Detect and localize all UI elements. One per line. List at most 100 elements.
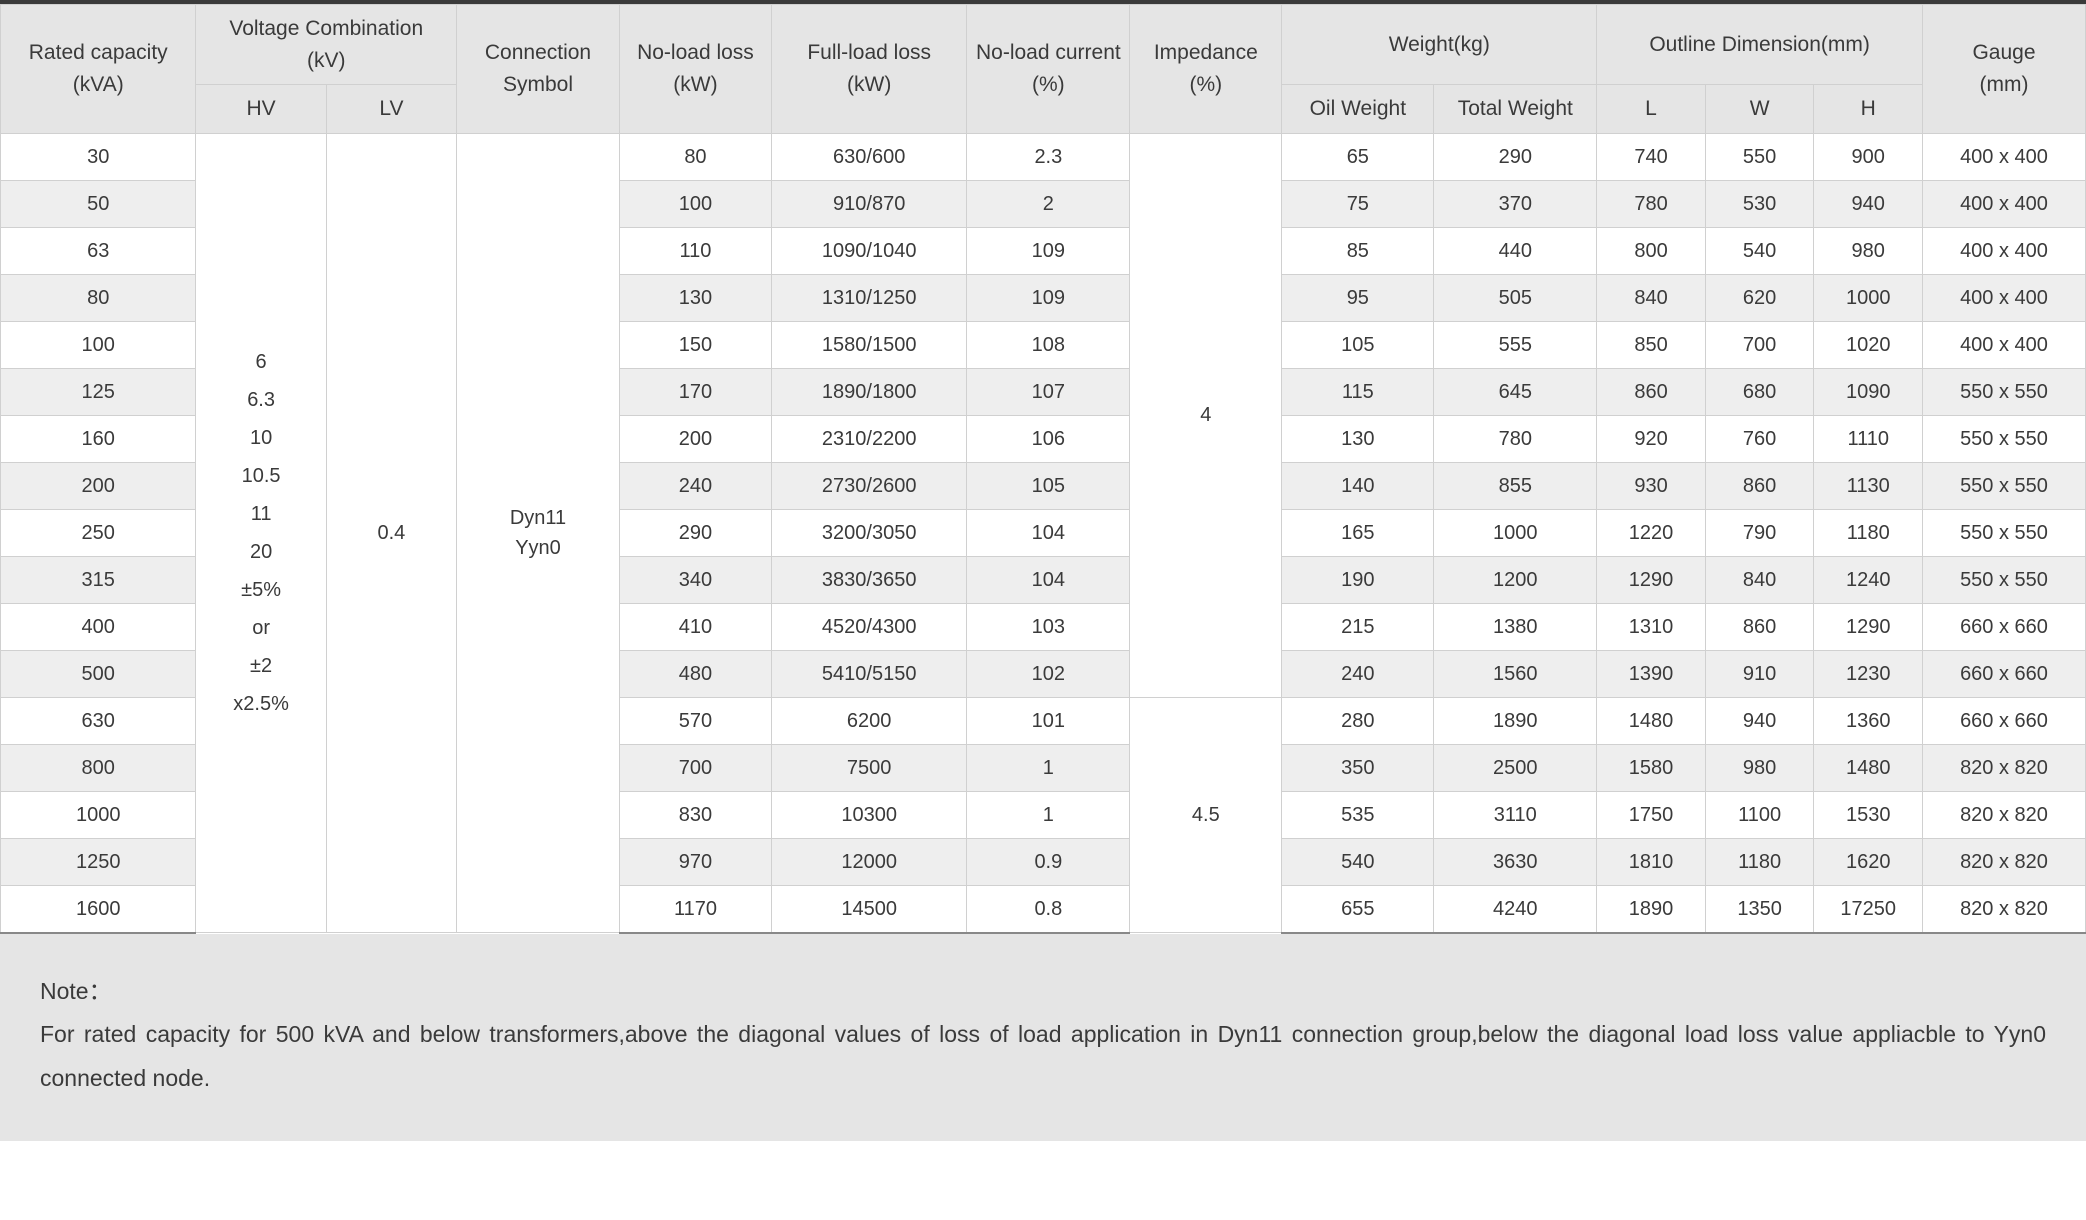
table-cell: 1110 [1814, 415, 1923, 462]
table-cell: 130 [1282, 415, 1434, 462]
table-cell: 1390 [1597, 650, 1706, 697]
table-cell: 240 [619, 462, 771, 509]
col-dim-w: W [1705, 85, 1814, 134]
table-cell: 3110 [1434, 791, 1597, 838]
table-cell: 440 [1434, 227, 1597, 274]
table-cell: 1810 [1597, 838, 1706, 885]
table-cell: 1000 [1434, 509, 1597, 556]
spec-table: Rated capacity(kVA) Voltage Combination(… [0, 4, 2086, 934]
col-impedance: Impedance(%) [1130, 5, 1282, 134]
table-cell: 645 [1434, 368, 1597, 415]
table-cell: 110 [619, 227, 771, 274]
table-cell: 104 [967, 556, 1130, 603]
table-cell: 1020 [1814, 321, 1923, 368]
table-cell: 900 [1814, 133, 1923, 180]
connection-merged-cell: Dyn11Yyn0 [457, 133, 620, 933]
table-cell: 860 [1597, 368, 1706, 415]
table-cell: 400 x 400 [1923, 133, 2086, 180]
table-cell: 500 [1, 650, 196, 697]
table-cell: 1090/1040 [771, 227, 966, 274]
table-cell: 106 [967, 415, 1130, 462]
table-cell: 860 [1705, 603, 1814, 650]
table-cell: 555 [1434, 321, 1597, 368]
table-cell: 80 [619, 133, 771, 180]
table-cell: 855 [1434, 462, 1597, 509]
col-weight: Weight(kg) [1282, 5, 1597, 85]
table-cell: 370 [1434, 180, 1597, 227]
table-cell: 108 [967, 321, 1130, 368]
table-cell: 165 [1282, 509, 1434, 556]
table-cell: 760 [1705, 415, 1814, 462]
table-cell: 200 [1, 462, 196, 509]
table-cell: 1220 [1597, 509, 1706, 556]
table-cell: 660 x 660 [1923, 650, 2086, 697]
table-cell: 0.8 [967, 885, 1130, 933]
table-cell: 3830/3650 [771, 556, 966, 603]
table-cell: 1180 [1814, 509, 1923, 556]
table-cell: 290 [619, 509, 771, 556]
table-cell: 109 [967, 227, 1130, 274]
table-cell: 6200 [771, 697, 966, 744]
table-cell: 1580 [1597, 744, 1706, 791]
table-body: 3066.31010.51120±5%or±2x2.5%0.4Dyn11Yyn0… [1, 133, 2086, 933]
col-outline-dimension: Outline Dimension(mm) [1597, 5, 1923, 85]
table-cell: 102 [967, 650, 1130, 697]
table-cell: 1890/1800 [771, 368, 966, 415]
table-cell: 1310 [1597, 603, 1706, 650]
table-cell: 550 x 550 [1923, 462, 2086, 509]
table-cell: 2730/2600 [771, 462, 966, 509]
col-dim-l: L [1597, 85, 1706, 134]
table-cell: 50 [1, 180, 196, 227]
table-cell: 1 [967, 791, 1130, 838]
table-cell: 1620 [1814, 838, 1923, 885]
table-cell: 190 [1282, 556, 1434, 603]
table-cell: 105 [967, 462, 1130, 509]
col-no-load-current: No-load current(%) [967, 5, 1130, 134]
table-cell: 250 [1, 509, 196, 556]
col-gauge: Gauge(mm) [1923, 5, 2086, 134]
impedance-merged-cell-2: 4.5 [1130, 697, 1282, 933]
table-cell: 980 [1705, 744, 1814, 791]
table-cell: 530 [1705, 180, 1814, 227]
table-cell: 1000 [1, 791, 196, 838]
table-cell: 790 [1705, 509, 1814, 556]
table-cell: 550 x 550 [1923, 368, 2086, 415]
table-cell: 700 [1705, 321, 1814, 368]
table-cell: 3200/3050 [771, 509, 966, 556]
lv-merged-cell: 0.4 [326, 133, 456, 933]
table-cell: 1230 [1814, 650, 1923, 697]
table-cell: 850 [1597, 321, 1706, 368]
table-cell: 1000 [1814, 274, 1923, 321]
col-full-load-loss: Full-load loss(kW) [771, 5, 966, 134]
table-cell: 980 [1814, 227, 1923, 274]
table-cell: 1170 [619, 885, 771, 933]
table-cell: 170 [619, 368, 771, 415]
table-cell: 0.9 [967, 838, 1130, 885]
table-cell: 1480 [1814, 744, 1923, 791]
table-cell: 140 [1282, 462, 1434, 509]
table-cell: 630 [1, 697, 196, 744]
table-cell: 1530 [1814, 791, 1923, 838]
table-cell: 14500 [771, 885, 966, 933]
table-cell: 80 [1, 274, 196, 321]
table-cell: 1200 [1434, 556, 1597, 603]
table-cell: 550 x 550 [1923, 415, 2086, 462]
table-cell: 107 [967, 368, 1130, 415]
table-cell: 315 [1, 556, 196, 603]
table-cell: 680 [1705, 368, 1814, 415]
impedance-merged-cell-1: 4 [1130, 133, 1282, 697]
table-cell: 2 [967, 180, 1130, 227]
table-cell: 340 [619, 556, 771, 603]
table-cell: 290 [1434, 133, 1597, 180]
table-cell: 970 [619, 838, 771, 885]
note-text: For rated capacity for 500 kVA and below… [40, 1021, 2046, 1091]
table-cell: 130 [619, 274, 771, 321]
table-cell: 1240 [1814, 556, 1923, 603]
table-cell: 550 [1705, 133, 1814, 180]
table-cell: 280 [1282, 697, 1434, 744]
table-cell: 1290 [1597, 556, 1706, 603]
table-cell: 1380 [1434, 603, 1597, 650]
table-header: Rated capacity(kVA) Voltage Combination(… [1, 5, 2086, 134]
col-total-weight: Total Weight [1434, 85, 1597, 134]
table-cell: 1480 [1597, 697, 1706, 744]
